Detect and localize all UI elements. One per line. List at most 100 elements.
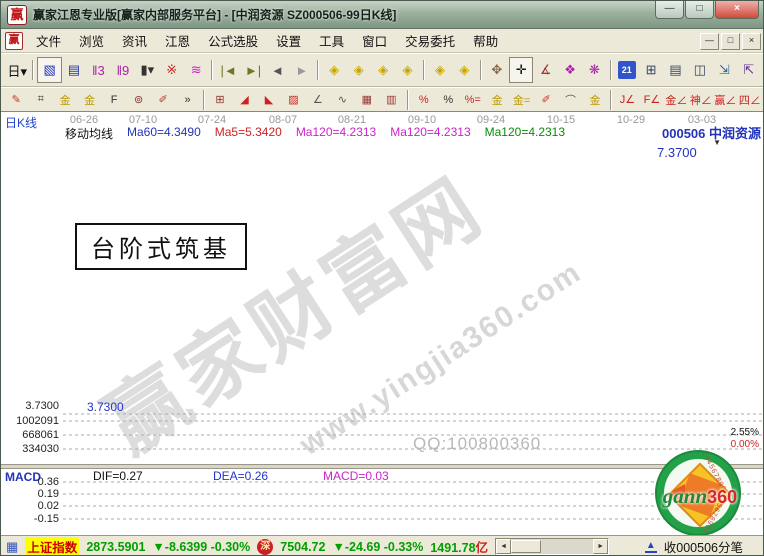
mdi-restore-button[interactable]: □ [721,33,740,50]
hand-tool-icon[interactable]: ✥ [491,62,503,77]
toolbar-separator [422,60,425,80]
logo-arrow-icon [665,484,685,506]
percent-retrace-icon[interactable]: % [418,93,429,106]
gold-grid-b-icon[interactable]: 金 [84,94,96,107]
date-label: 07-10 [128,114,158,126]
shenzhen-badge[interactable]: 深 [257,538,274,555]
stock-name-label[interactable]: 000506 中润资源 [662,126,761,141]
menu-item[interactable]: 工具 [319,34,345,49]
dif-value-label: DIF=0.27 [93,469,143,483]
gann-box-icon[interactable]: ⊞ [215,94,225,106]
nav-prev-icon[interactable]: ◄ [270,62,284,78]
gold-angle-icon[interactable]: 金∠ [665,94,688,107]
pattern-search-icon[interactable]: ▧ [37,57,62,83]
step-pattern-annotation: 台阶式筑基 [75,223,247,270]
gann-fan-box-icon[interactable]: ◣ [264,94,274,106]
expand-horizontal-icon[interactable]: ◈ [402,62,413,77]
angle-lines-icon[interactable]: ∠ [312,94,323,106]
god-angle-icon[interactable]: 神∠ [689,94,712,107]
squeeze-left-icon[interactable]: ◈ [329,62,340,77]
squeeze-right-icon[interactable]: ◈ [353,62,364,77]
fibonacci-tool-icon[interactable]: F [110,93,118,106]
j-angle-icon[interactable]: J∠ [619,94,636,106]
date-label: 07-24 [197,114,227,126]
shanghai-index-label[interactable]: 上证指数 [25,537,80,555]
kline-period-day-button[interactable]: 日▾ [7,63,27,79]
squeeze-horizontal-icon[interactable]: ◈ [378,62,389,77]
export-image-icon[interactable]: ⇲ [718,62,730,77]
gold-circle-icon[interactable]: 金 [491,94,503,107]
angle-measure-icon[interactable]: ∡ [539,62,552,77]
pencil-grid-icon[interactable]: ✐ [158,94,168,106]
memo-icon[interactable]: ▤ [669,62,682,77]
ma-value-label: Ma120=4.2313 [390,125,471,139]
color-analysis-icon[interactable]: ≋ [190,62,202,77]
gann-shape-icon[interactable]: ❖ [564,62,576,77]
volume-3-icon[interactable]: ‖3 [92,62,105,78]
toolbar-separator [610,89,613,110]
menu-item[interactable]: 窗口 [362,34,388,49]
nav-next-icon[interactable]: ► [295,62,309,78]
maximize-button[interactable]: □ [685,1,714,19]
percent-lines-icon[interactable]: %= [464,93,481,106]
scroll-left-arrow[interactable]: ◄ [496,539,512,554]
mdi-minimize-button[interactable]: — [700,33,719,50]
win-angle-icon[interactable]: 赢∠ [714,94,737,107]
minimize-button[interactable]: — [655,1,684,19]
brush-tool-icon[interactable]: ✐ [541,94,551,106]
more-tools-icon[interactable]: » [184,93,191,106]
stock-dropdown-caret[interactable]: ▼ [713,138,721,147]
close-button[interactable]: × [715,1,759,19]
panel-separator [1,464,763,469]
save-icon[interactable]: ◫ [693,62,707,77]
tick-view-label[interactable]: 收000506分笔 [663,541,743,555]
square-grid-1-icon[interactable]: ▦ [361,94,372,106]
turnover-unit: 亿 [475,541,489,555]
gann-fan-icon[interactable]: ◢ [240,94,249,106]
scrollbar-thumb[interactable] [511,540,542,553]
menu-item[interactable]: 帮助 [473,34,499,49]
ruler-grid-icon[interactable]: ⌗ [37,93,44,105]
draw-pencil-icon[interactable]: ✎ [11,94,21,106]
wave-tool-icon[interactable]: ∿ [337,94,347,106]
percent-tool-icon[interactable]: % [443,93,454,106]
calculator-icon[interactable]: ⊞ [645,62,657,77]
calendar-icon[interactable]: 21 [617,61,636,79]
horizontal-scrollbar[interactable]: ◄ ► [495,538,610,555]
gann-grid-icon[interactable]: ▨ [288,94,299,106]
gold-grid-a-icon[interactable]: 金 [59,94,71,107]
menu-item[interactable]: 公式选股 [208,34,259,49]
squeeze-vertical-icon[interactable]: ◈ [459,62,470,77]
gold-line-icon[interactable]: 金 [589,94,601,107]
expand-vertical-icon[interactable]: ◈ [434,62,445,77]
crosshair-tool-icon[interactable]: ✛ [509,57,534,83]
menu-item[interactable]: 设置 [276,34,302,49]
menu-item[interactable]: 浏览 [79,34,105,49]
analysis-net-icon[interactable]: ❋ [589,62,600,77]
nav-last-icon[interactable]: ►| [244,62,262,78]
macd-axis-label: -0.15 [33,513,59,525]
arc-tool-icon[interactable]: ⌒ [565,94,577,107]
square-grid-2-icon[interactable]: ▥ [386,94,397,106]
chart-area[interactable]: 赢家财富网 www.yingjia360.com 日K线 06-26 07-10 0… [1,111,764,536]
menu-item[interactable]: 交易委托 [405,34,456,49]
menu-item[interactable]: 资讯 [122,34,148,49]
f10-info-icon[interactable]: ▤ [67,62,81,77]
market-table-icon[interactable]: ▦ [6,538,19,554]
send-chart-icon[interactable]: ⇱ [743,62,755,77]
shanghai-index-change: ▼-8.6399 -0.30% [152,539,251,554]
menu-item[interactable]: 江恩 [165,34,191,49]
candle-style-icon[interactable]: ▮▾ [140,62,155,77]
gold-three-icon[interactable]: 金= [512,94,531,107]
volume-9-icon[interactable]: ‖9 [116,62,130,78]
mdi-close-button[interactable]: × [742,33,761,50]
stamp-pattern-icon[interactable]: ※ [166,62,178,77]
f-angle-icon[interactable]: F∠ [643,94,661,106]
spiral-tool-icon[interactable]: ⊚ [133,94,144,106]
scroll-right-arrow[interactable]: ► [593,539,609,554]
menu-item[interactable]: 文件 [36,34,62,49]
nav-first-icon[interactable]: |◄ [220,62,237,78]
four-angle-icon[interactable]: 四∠ [738,94,761,107]
window-title: 赢家江恩专业版[赢家内部服务平台] - [中润资源 SZ000506-99日K线… [33,8,397,22]
kline-chart[interactable] [1,112,764,536]
